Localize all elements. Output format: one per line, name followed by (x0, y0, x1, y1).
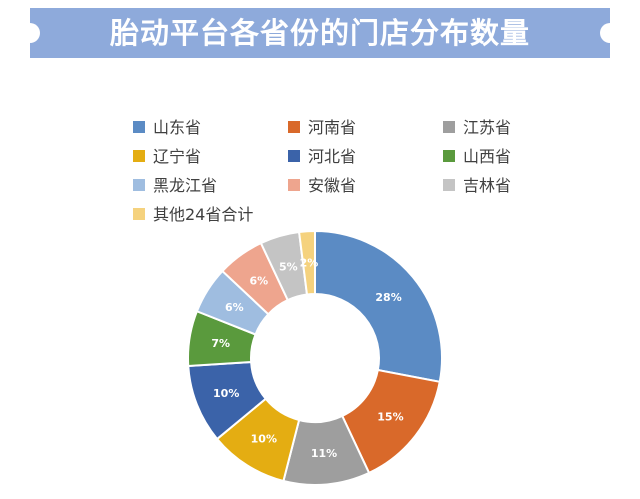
slice-label-8: 5% (279, 260, 298, 273)
legend-swatch (133, 121, 145, 133)
legend-swatch (288, 121, 300, 133)
slice-label-2: 11% (311, 447, 337, 460)
title-banner: 胎动平台各省份的门店分布数量 (20, 8, 620, 58)
legend-label: 辽宁省 (153, 147, 202, 166)
legend-item-jiangsu: 江苏省 (443, 118, 511, 138)
slice-label-3: 10% (251, 433, 277, 446)
legend-swatch (443, 179, 455, 191)
legend-item-heilongjiang: 黑龙江省 (133, 176, 217, 196)
legend-label: 吉林省 (463, 176, 512, 195)
donut-slice-9 (297, 229, 316, 296)
slice-label-4: 10% (213, 387, 239, 400)
chart-title: 胎动平台各省份的门店分布数量 (109, 16, 530, 50)
slice-label-7: 6% (250, 275, 269, 288)
legend-swatch (133, 150, 145, 162)
legend-item-shandong: 山东省 (133, 118, 201, 138)
banner-notch-left (20, 23, 40, 43)
legend-item-henan: 河南省 (288, 118, 356, 138)
legend-item-liaoning: 辽宁省 (133, 147, 201, 167)
legend-swatch (133, 208, 145, 220)
legend-item-hebei: 河北省 (288, 147, 356, 167)
legend-label: 河南省 (308, 118, 357, 137)
legend-label: 黑龙江省 (153, 176, 218, 195)
legend-swatch (288, 150, 300, 162)
legend-swatch (133, 179, 145, 191)
legend-label: 其他24省合计 (153, 205, 254, 224)
legend-label: 江苏省 (463, 118, 512, 137)
donut-slice-0 (314, 229, 443, 383)
slice-label-0: 28% (375, 291, 401, 304)
legend-item-shanxi: 山西省 (443, 147, 511, 167)
legend-swatch (288, 179, 300, 191)
legend-label: 河北省 (308, 147, 357, 166)
slice-label-1: 15% (377, 411, 403, 424)
legend-label: 山东省 (153, 118, 202, 137)
slice-label-5: 7% (211, 337, 230, 350)
legend-swatch (443, 150, 455, 162)
banner-notch-right (600, 23, 620, 43)
legend-label: 安徽省 (308, 176, 357, 195)
slice-label-9: 2% (300, 257, 319, 270)
legend-label: 山西省 (463, 147, 512, 166)
legend-item-anhui: 安徽省 (288, 176, 356, 196)
legend-swatch (443, 121, 455, 133)
slice-label-6: 6% (225, 301, 244, 314)
legend-item-others: 其他24省合计 (133, 205, 253, 225)
legend-item-jilin: 吉林省 (443, 176, 511, 196)
